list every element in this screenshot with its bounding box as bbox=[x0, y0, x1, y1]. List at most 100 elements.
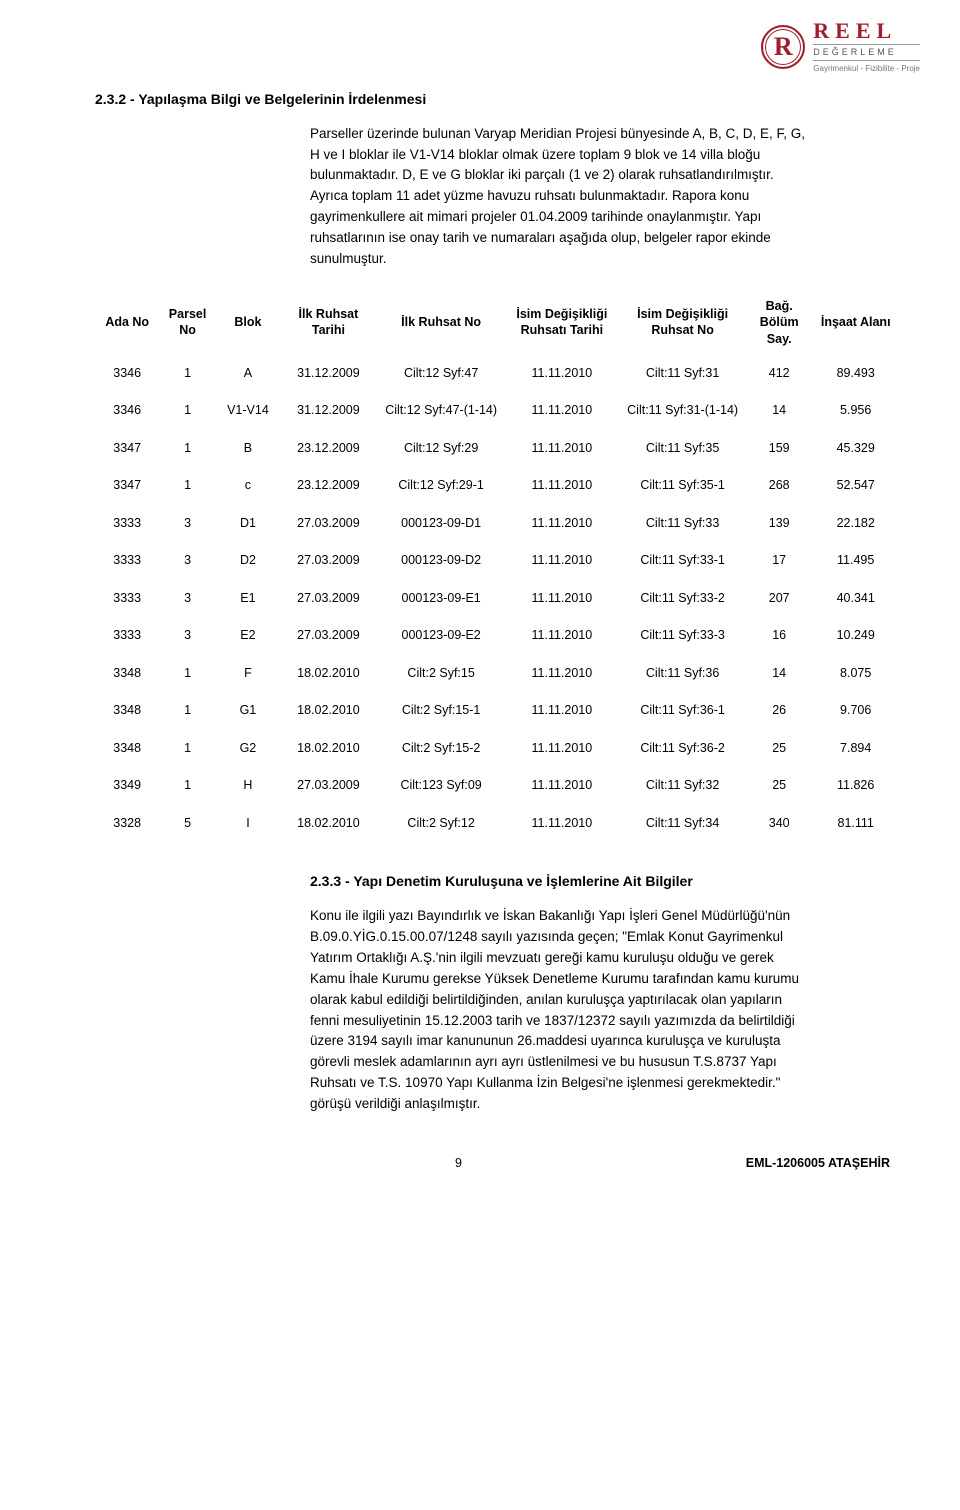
table-cell: Cilt:11 Syf:36-2 bbox=[618, 730, 747, 768]
table-cell: 31.12.2009 bbox=[280, 355, 377, 393]
table-row: 33333E127.03.2009000123-09-E111.11.2010C… bbox=[95, 580, 900, 618]
table-col-header: Blok bbox=[216, 290, 280, 355]
table-col-header: Bağ. Bölüm Say. bbox=[747, 290, 811, 355]
table-cell: 000123-09-D1 bbox=[377, 505, 506, 543]
table-cell: 1 bbox=[159, 467, 215, 505]
table-cell: 11.11.2010 bbox=[506, 542, 619, 580]
table-cell: Cilt:11 Syf:33 bbox=[618, 505, 747, 543]
table-cell: 3346 bbox=[95, 355, 159, 393]
table-cell: 10.249 bbox=[811, 617, 900, 655]
table-col-header: İsim Değişikliği Ruhsat No bbox=[618, 290, 747, 355]
table-cell: Cilt:11 Syf:31-(1-14) bbox=[618, 392, 747, 430]
table-cell: Cilt:2 Syf:15-1 bbox=[377, 692, 506, 730]
table-cell: 11.11.2010 bbox=[506, 692, 619, 730]
table-row: 33461V1-V1431.12.2009Cilt:12 Syf:47-(1-1… bbox=[95, 392, 900, 430]
table-cell: 159 bbox=[747, 430, 811, 468]
table-cell: 11.11.2010 bbox=[506, 392, 619, 430]
table-cell: Cilt:2 Syf:15 bbox=[377, 655, 506, 693]
table-cell: Cilt:11 Syf:35 bbox=[618, 430, 747, 468]
logo-sub2: Gayrimenkul - Fizibilite - Proje bbox=[813, 63, 920, 74]
table-cell: Cilt:11 Syf:33-2 bbox=[618, 580, 747, 618]
table-cell: 23.12.2009 bbox=[280, 467, 377, 505]
table-cell: 45.329 bbox=[811, 430, 900, 468]
logo-text: REEL DEĞERLEME Gayrimenkul - Fizibilite … bbox=[813, 20, 920, 74]
table-cell: 000123-09-E2 bbox=[377, 617, 506, 655]
table-cell: 11.11.2010 bbox=[506, 730, 619, 768]
table-col-header: İnşaat Alanı bbox=[811, 290, 900, 355]
table-cell: 3346 bbox=[95, 392, 159, 430]
table-cell: 268 bbox=[747, 467, 811, 505]
table-cell: 18.02.2010 bbox=[280, 655, 377, 693]
section-heading-1: 2.3.2 - Yapılaşma Bilgi ve Belgelerinin … bbox=[95, 90, 900, 110]
table-col-header: İsim Değişikliği Ruhsatı Tarihi bbox=[506, 290, 619, 355]
table-cell: 3348 bbox=[95, 692, 159, 730]
table-cell: 3333 bbox=[95, 542, 159, 580]
table-row: 33471c23.12.2009Cilt:12 Syf:29-111.11.20… bbox=[95, 467, 900, 505]
table-cell: 3328 bbox=[95, 805, 159, 843]
table-row: 33333D227.03.2009000123-09-D211.11.2010C… bbox=[95, 542, 900, 580]
table-cell: Cilt:11 Syf:34 bbox=[618, 805, 747, 843]
table-cell: Cilt:12 Syf:47-(1-14) bbox=[377, 392, 506, 430]
table-cell: 27.03.2009 bbox=[280, 580, 377, 618]
table-cell: Cilt:11 Syf:33-1 bbox=[618, 542, 747, 580]
table-cell: Cilt:11 Syf:36-1 bbox=[618, 692, 747, 730]
table-cell: B bbox=[216, 430, 280, 468]
table-cell: 11.11.2010 bbox=[506, 505, 619, 543]
table-cell: 11.495 bbox=[811, 542, 900, 580]
table-cell: 207 bbox=[747, 580, 811, 618]
table-cell: 89.493 bbox=[811, 355, 900, 393]
table-cell: A bbox=[216, 355, 280, 393]
table-cell: 27.03.2009 bbox=[280, 542, 377, 580]
table-cell: 14 bbox=[747, 392, 811, 430]
footer-page-number: 9 bbox=[455, 1155, 462, 1173]
page-footer: 9 EML-1206005 ATAŞEHİR bbox=[95, 1155, 900, 1173]
logo-main: REEL bbox=[813, 20, 920, 42]
table-col-header: İlk Ruhsat Tarihi bbox=[280, 290, 377, 355]
table-cell: D1 bbox=[216, 505, 280, 543]
table-cell: 3333 bbox=[95, 505, 159, 543]
table-cell: 3 bbox=[159, 580, 215, 618]
table-cell: 18.02.2010 bbox=[280, 805, 377, 843]
table-cell: 27.03.2009 bbox=[280, 505, 377, 543]
table-cell: 23.12.2009 bbox=[280, 430, 377, 468]
table-cell: 1 bbox=[159, 655, 215, 693]
table-cell: 27.03.2009 bbox=[280, 617, 377, 655]
table-cell: 40.341 bbox=[811, 580, 900, 618]
table-cell: 11.11.2010 bbox=[506, 805, 619, 843]
table-cell: 7.894 bbox=[811, 730, 900, 768]
table-row: 33481F18.02.2010Cilt:2 Syf:1511.11.2010C… bbox=[95, 655, 900, 693]
table-cell: Cilt:11 Syf:32 bbox=[618, 767, 747, 805]
table-cell: 3333 bbox=[95, 580, 159, 618]
permit-table: Ada NoParsel NoBlokİlk Ruhsat Tarihiİlk … bbox=[95, 290, 900, 842]
table-row: 33285I18.02.2010Cilt:2 Syf:1211.11.2010C… bbox=[95, 805, 900, 843]
table-cell: Cilt:12 Syf:47 bbox=[377, 355, 506, 393]
table-cell: V1-V14 bbox=[216, 392, 280, 430]
table-cell: 3 bbox=[159, 542, 215, 580]
table-cell: 25 bbox=[747, 730, 811, 768]
table-col-header: İlk Ruhsat No bbox=[377, 290, 506, 355]
table-cell: 17 bbox=[747, 542, 811, 580]
table-cell: 000123-09-D2 bbox=[377, 542, 506, 580]
table-cell: 11.11.2010 bbox=[506, 467, 619, 505]
table-row: 33333D127.03.2009000123-09-D111.11.2010C… bbox=[95, 505, 900, 543]
table-cell: 3 bbox=[159, 505, 215, 543]
table-cell: D2 bbox=[216, 542, 280, 580]
table-cell: E2 bbox=[216, 617, 280, 655]
table-cell: 3347 bbox=[95, 430, 159, 468]
table-cell: 3333 bbox=[95, 617, 159, 655]
table-cell: 412 bbox=[747, 355, 811, 393]
table-cell: 8.075 bbox=[811, 655, 900, 693]
table-cell: 3348 bbox=[95, 655, 159, 693]
table-cell: 25 bbox=[747, 767, 811, 805]
table-cell: 14 bbox=[747, 655, 811, 693]
table-cell: 11.11.2010 bbox=[506, 355, 619, 393]
table-cell: 26 bbox=[747, 692, 811, 730]
table-col-header: Parsel No bbox=[159, 290, 215, 355]
table-cell: 31.12.2009 bbox=[280, 392, 377, 430]
table-cell: 000123-09-E1 bbox=[377, 580, 506, 618]
table-cell: 11.826 bbox=[811, 767, 900, 805]
table-cell: Cilt:11 Syf:35-1 bbox=[618, 467, 747, 505]
table-cell: 52.547 bbox=[811, 467, 900, 505]
table-cell: 1 bbox=[159, 730, 215, 768]
table-cell: 18.02.2010 bbox=[280, 730, 377, 768]
